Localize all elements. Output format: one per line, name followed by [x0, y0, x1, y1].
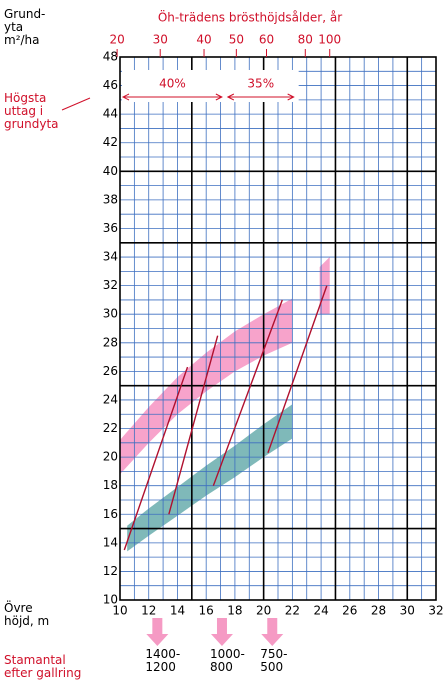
side-note-line: grundyta: [4, 117, 59, 131]
x-tick-label: 28: [371, 604, 386, 618]
stem-label-line: 500: [260, 660, 283, 674]
x-tick-label: 18: [227, 604, 242, 618]
y-tick-label: 38: [103, 192, 118, 206]
y-tick-label: 18: [103, 478, 118, 492]
stem-label-line: 1000-: [210, 647, 245, 661]
age-tick-label: 80: [298, 33, 313, 47]
y-axis-title-line: Grund-: [4, 7, 45, 21]
y-axis-title: Grund-yta m²/ha: [4, 7, 45, 47]
arrow-head: [226, 93, 235, 101]
arrow-head: [215, 93, 223, 101]
y-axis-title-line: yta: [4, 20, 23, 34]
stem-label-line: 800: [210, 660, 233, 674]
stems-title-line: efter gallring: [4, 666, 81, 680]
y-tick-label: 16: [103, 507, 118, 521]
age-tick-label: 100: [318, 33, 341, 47]
y-tick-label: 28: [103, 335, 118, 349]
stems-title: Stamantal efter gallring: [4, 653, 81, 680]
side-note-line: uttag i: [4, 104, 43, 118]
y-tick-label: 26: [103, 364, 118, 378]
x-axis-title: Övre höjd, m: [4, 599, 49, 628]
stems-title-line: Stamantal: [4, 653, 66, 667]
x-tick-label: 24: [313, 604, 328, 618]
age-tick-label: 40: [196, 33, 211, 47]
chart-title: Öh-trädens brösthöjdsålder, år: [158, 9, 342, 25]
y-tick-label: 20: [103, 450, 118, 464]
y-tick-label: 12: [103, 564, 118, 578]
y-tick-label: 30: [103, 307, 118, 321]
stem-label: 1000-800: [210, 647, 245, 674]
stem-label-line: 750-: [260, 647, 287, 661]
x-axis-title-line: Övre: [4, 599, 33, 615]
stem-arrow: [210, 618, 233, 646]
y-tick-label: 34: [103, 250, 118, 264]
y-tick-label: 48: [103, 50, 118, 64]
arrow-head: [121, 93, 130, 101]
x-axis-title-line: höjd, m: [4, 614, 49, 628]
x-tick-label: 26: [342, 604, 357, 618]
x-tick-label: 32: [428, 604, 443, 618]
stem-label: 1400-1200: [145, 647, 180, 674]
annotation-label: 40%: [159, 77, 186, 91]
y-tick-label: 32: [103, 278, 118, 292]
x-tick-label: 30: [400, 604, 415, 618]
age-tick-label: 20: [109, 33, 124, 47]
side-note-pointer: [61, 97, 91, 111]
x-tick-label: 20: [256, 604, 271, 618]
y-tick-label: 42: [103, 135, 118, 149]
x-tick-label: 12: [141, 604, 156, 618]
thinning-line: [168, 335, 219, 515]
y-axis-title-line: m²/ha: [4, 33, 40, 47]
stem-label-line: 1200: [145, 660, 176, 674]
side-note: Högsta uttag i grundyta: [4, 91, 59, 131]
age-tick-label: 60: [259, 33, 274, 47]
stem-arrow: [146, 618, 169, 646]
age-tick-label: 30: [153, 33, 168, 47]
thinning-line: [267, 285, 328, 454]
thinning-line: [212, 299, 283, 486]
side-note-line: Högsta: [4, 91, 46, 105]
x-tick-label: 16: [199, 604, 214, 618]
x-tick-label: 22: [285, 604, 300, 618]
y-tick-label: 22: [103, 421, 118, 435]
y-tick-label: 10: [103, 593, 118, 607]
stem-label: 750-500: [260, 647, 287, 674]
y-tick-label: 36: [103, 221, 118, 235]
arrow-head: [287, 93, 295, 101]
stem-arrow: [261, 618, 284, 646]
y-tick-label: 40: [103, 164, 118, 178]
stem-label-line: 1400-: [145, 647, 180, 661]
plot-frame: [119, 56, 437, 601]
age-tick-label: 50: [229, 33, 244, 47]
y-tick-label: 24: [103, 392, 118, 406]
y-tick-label: 14: [103, 535, 118, 549]
x-tick-label: 10: [112, 604, 127, 618]
x-tick-label: 14: [170, 604, 185, 618]
y-tick-label: 44: [103, 107, 118, 121]
thinning-line: [123, 366, 189, 551]
y-tick-label: 46: [103, 78, 118, 92]
annotation-label: 35%: [247, 77, 274, 91]
